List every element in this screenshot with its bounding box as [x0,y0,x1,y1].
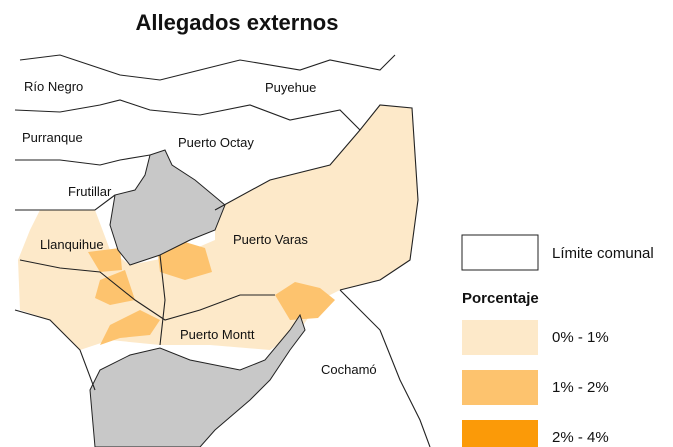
legend-swatch [462,320,538,355]
region-mid [100,310,160,345]
legend-boundary-swatch [461,234,539,271]
legend-label: 0% - 1% [552,329,609,346]
region-mid [88,248,122,272]
place-label: Puerto Montt [180,327,255,342]
place-labels: Río Negro Puyehue Purranque Puerto Octay… [22,79,377,377]
place-label: Frutillar [68,184,112,199]
map-title: Allegados externos [136,10,339,35]
legend: Límite comunal Porcentaje 0% - 1% 1% - 2%… [461,234,654,447]
legend-label: Límite comunal [552,245,654,262]
legend-swatch [462,370,538,405]
region-mid [275,282,335,320]
region-mid [158,242,212,280]
place-label: Purranque [22,130,83,145]
place-label: Puerto Octay [178,135,254,150]
place-label: Cochamó [321,362,377,377]
region-mid [95,270,135,305]
sea [89,313,306,447]
legend-title: Porcentaje [462,290,539,307]
map-area [14,54,431,447]
place-label: Puyehue [265,80,316,95]
legend-swatch [462,420,538,447]
place-label: Río Negro [24,79,83,94]
place-label: Llanquihue [40,237,104,252]
legend-label: 1% - 2% [552,379,609,396]
legend-label: 2% - 4% [552,429,609,446]
place-label: Puerto Varas [233,232,308,247]
